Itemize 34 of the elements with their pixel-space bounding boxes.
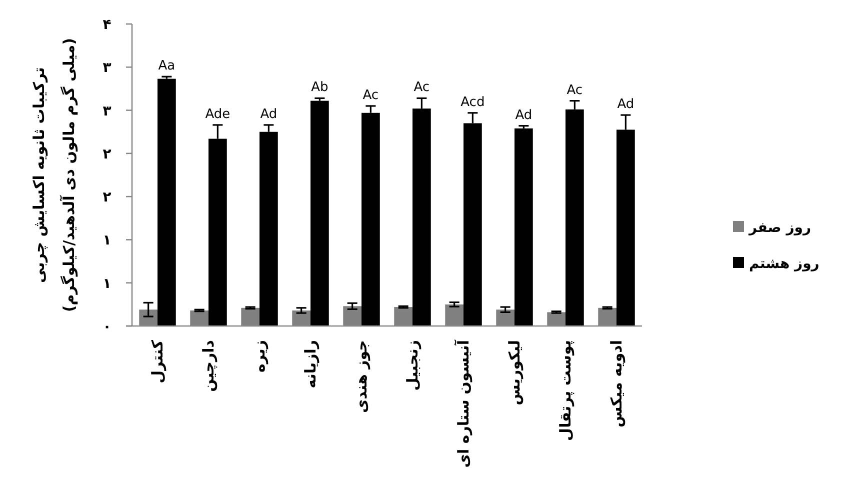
annotation: Ab <box>311 80 328 96</box>
annotation: Ad <box>260 106 278 122</box>
y-tick-label: ۳ <box>102 60 112 76</box>
y-tick-label: ۴ <box>102 17 112 33</box>
y-tick-label: ۳ <box>102 103 112 120</box>
x-tick-label: ادویه میکس <box>608 340 626 428</box>
x-tick-label: کنترل <box>148 340 166 384</box>
annotation: Ad <box>617 97 634 112</box>
annotation: Aa <box>158 58 176 74</box>
annotation: Ac <box>566 82 583 98</box>
y-axis-title: ترکیبات ثانویه اکسایش چربی (میلی گرم مالون دی آلدهید/کیلوگرم) <box>30 38 78 312</box>
y-tick-label: ۲ <box>102 146 112 162</box>
annotation: Ac <box>414 80 430 96</box>
legend-label: روز صفر <box>748 220 812 236</box>
x-tick-label: پوست پرتقال <box>556 340 574 441</box>
x-tick-label: دارچین <box>200 340 218 392</box>
annotation: Acd <box>460 94 485 110</box>
annotation: Ade <box>205 106 230 122</box>
y-tick-label: ۱ <box>102 276 112 292</box>
y-tick-label: ۰ <box>102 319 112 335</box>
bar <box>514 128 533 326</box>
x-tick-label: زنجبیل <box>404 340 422 391</box>
annotation: Ad <box>515 108 532 123</box>
x-tick-label: لیکوریس <box>506 340 524 406</box>
annotation: Ac <box>362 88 379 103</box>
y-tick-label: ۱ <box>102 232 112 249</box>
x-tick-label: جوز هندی <box>352 340 370 414</box>
x-tick-label: زیره <box>250 340 268 372</box>
legend-label: روز هشتم <box>749 256 820 272</box>
x-tick-label: رازیانه <box>302 340 320 388</box>
x-tick-label: آنیسون ستاره ای <box>454 339 472 468</box>
bar <box>158 78 176 326</box>
y-tick-label: ۲ <box>102 190 112 206</box>
bar <box>310 100 329 326</box>
